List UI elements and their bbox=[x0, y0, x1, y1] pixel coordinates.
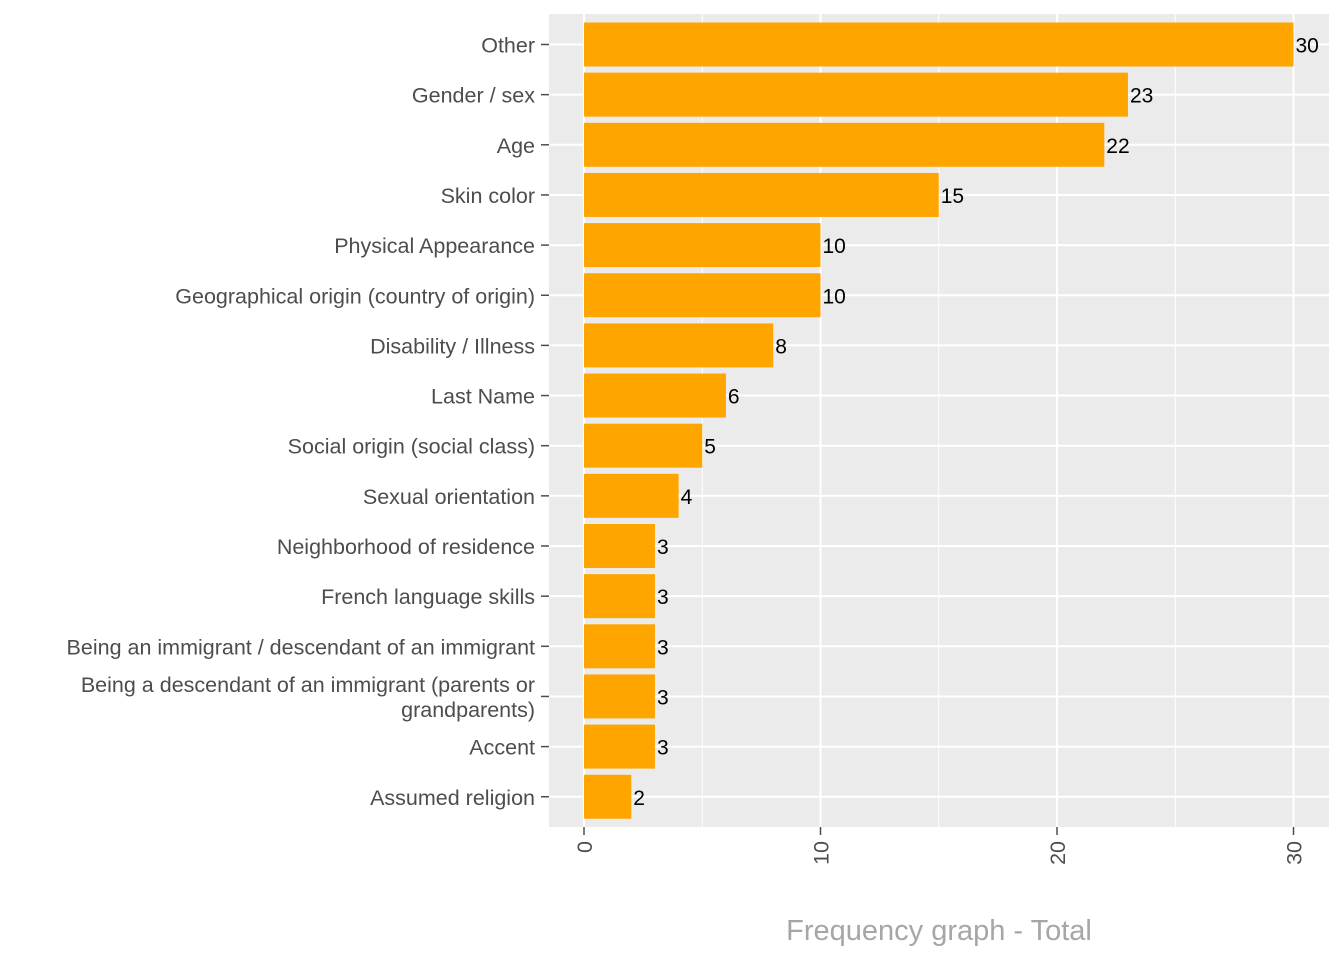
y-tick-label: Being a descendant of an immigrant (pare… bbox=[81, 673, 535, 722]
bar-value-label: 22 bbox=[1106, 135, 1129, 158]
x-axis: 0 10 20 30 bbox=[573, 827, 1307, 865]
bar bbox=[584, 423, 703, 468]
bar bbox=[584, 22, 1294, 67]
bar bbox=[584, 574, 655, 619]
y-tick-label: Last Name bbox=[431, 385, 535, 409]
bar-value-label: 3 bbox=[657, 636, 669, 659]
bars-group bbox=[584, 22, 1294, 819]
bar bbox=[584, 323, 774, 368]
bar bbox=[584, 72, 1128, 117]
bar bbox=[584, 774, 632, 819]
bar-value-label: 3 bbox=[657, 686, 669, 709]
y-tick-label: Sexual orientation bbox=[363, 485, 535, 509]
y-tick-label: Other bbox=[481, 34, 535, 58]
y-tick-label: Neighborhood of residence bbox=[277, 535, 535, 559]
bar bbox=[584, 172, 939, 217]
y-tick-label: Accent bbox=[469, 736, 535, 760]
bar bbox=[584, 724, 655, 769]
bar-value-label: 3 bbox=[657, 586, 669, 609]
y-tick-label: Skin color bbox=[441, 184, 535, 208]
y-tick-label: Social origin (social class) bbox=[288, 435, 535, 459]
bar-value-label: 10 bbox=[823, 285, 846, 308]
bar-value-label: 2 bbox=[633, 787, 645, 810]
bar-value-label: 10 bbox=[823, 235, 846, 258]
bar-value-label: 5 bbox=[704, 436, 716, 459]
bar bbox=[584, 524, 655, 568]
y-tick-label: French language skills bbox=[321, 585, 535, 609]
y-tick-label: Being an immigrant / descendant of an im… bbox=[67, 635, 535, 659]
x-tick-label: 0 bbox=[573, 841, 597, 853]
bar-value-label: 3 bbox=[657, 737, 669, 760]
x-tick-label: 30 bbox=[1283, 841, 1307, 865]
x-axis-title: Frequency graph - Total bbox=[786, 915, 1092, 947]
y-axis: Other Gender / sex Age Skin color Physical A… bbox=[67, 34, 549, 810]
bar bbox=[584, 273, 821, 318]
bar bbox=[584, 373, 726, 418]
y-tick-label: Geographical origin (country of origin) bbox=[175, 284, 535, 308]
bar bbox=[584, 674, 655, 719]
bar-value-label: 3 bbox=[657, 536, 669, 559]
y-tick-label: Disability / Illness bbox=[370, 334, 535, 358]
bar bbox=[584, 223, 821, 268]
x-tick-label: 10 bbox=[810, 841, 834, 865]
bar bbox=[584, 473, 679, 518]
bar bbox=[584, 624, 655, 669]
x-tick-label: 20 bbox=[1046, 841, 1070, 865]
bar bbox=[584, 122, 1105, 167]
bar-labels-group: 30 23 22 15 10 10 8 6 5 4 3 3 3 3 3 2 bbox=[633, 35, 1319, 810]
y-tick-label: Age bbox=[497, 134, 535, 158]
y-tick-label: Gender / sex bbox=[412, 84, 535, 108]
bar-value-label: 23 bbox=[1130, 85, 1153, 108]
y-tick-label: Assumed religion bbox=[370, 786, 535, 810]
y-tick-label: Physical Appearance bbox=[334, 234, 535, 258]
bar-value-label: 6 bbox=[728, 386, 740, 409]
bar-value-label: 15 bbox=[941, 185, 964, 208]
bar-value-label: 30 bbox=[1296, 35, 1319, 58]
bar-value-label: 8 bbox=[775, 335, 787, 358]
bar-value-label: 4 bbox=[681, 486, 693, 509]
